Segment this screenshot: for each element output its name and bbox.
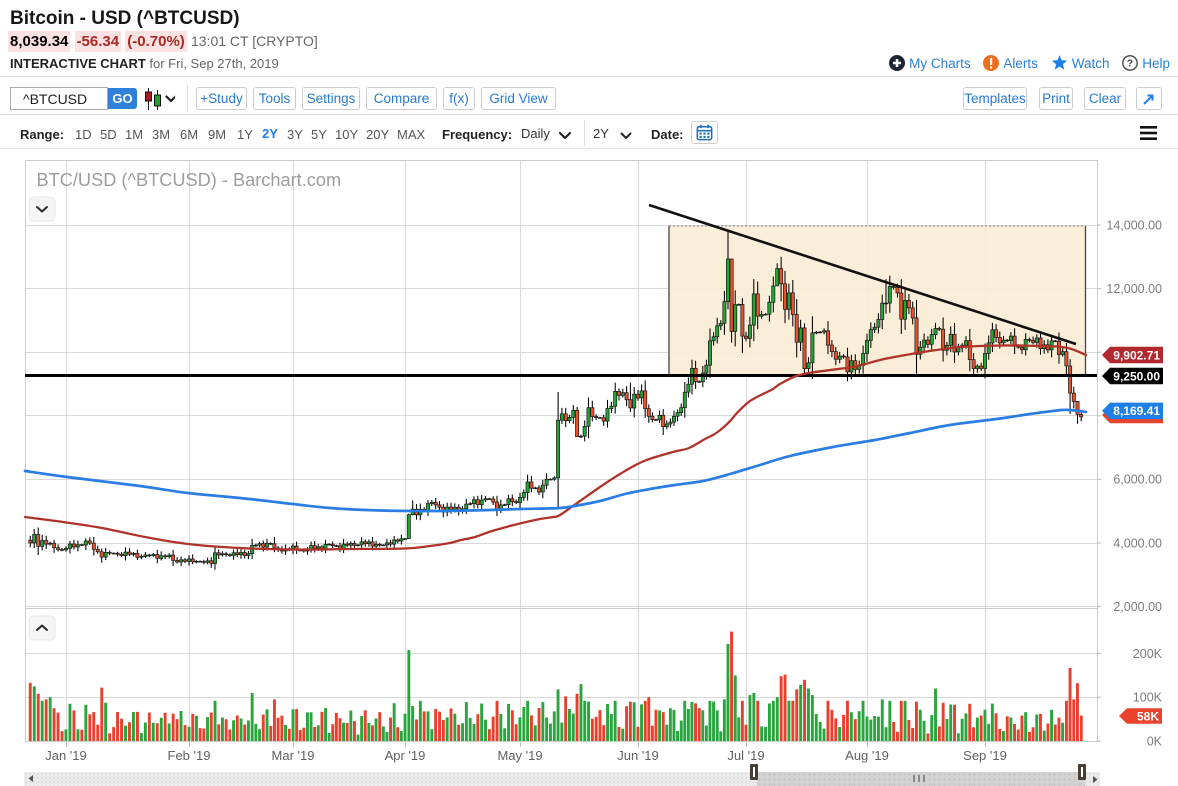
svg-text:14,000.00: 14,000.00 — [1106, 218, 1162, 232]
svg-text:?: ? — [1127, 58, 1133, 70]
svg-text:58K: 58K — [1137, 709, 1159, 723]
svg-text:Feb '19: Feb '19 — [168, 748, 211, 763]
svg-text:Jul '19: Jul '19 — [727, 748, 764, 763]
svg-text:BTC/USD (^BTCUSD) - Barchart.c: BTC/USD (^BTCUSD) - Barchart.com — [37, 170, 342, 190]
svg-text:100K: 100K — [1133, 691, 1163, 705]
svg-text:200K: 200K — [1133, 647, 1163, 661]
svg-text:Aug '19: Aug '19 — [845, 748, 889, 763]
svg-text:0K: 0K — [1147, 734, 1163, 748]
svg-text:6,000.00: 6,000.00 — [1113, 473, 1162, 487]
svg-text:May '19: May '19 — [497, 748, 542, 763]
svg-text:Sep '19: Sep '19 — [963, 748, 1007, 763]
svg-text:Jun '19: Jun '19 — [617, 748, 659, 763]
svg-text:8,169.41: 8,169.41 — [1113, 404, 1160, 418]
svg-text:Mar '19: Mar '19 — [272, 748, 315, 763]
svg-text:4,000.00: 4,000.00 — [1113, 536, 1162, 550]
svg-text:9,902.71: 9,902.71 — [1113, 348, 1160, 362]
svg-text:2,000.00: 2,000.00 — [1113, 600, 1162, 614]
svg-text:12,000.00: 12,000.00 — [1106, 282, 1162, 296]
svg-text:Apr '19: Apr '19 — [385, 748, 426, 763]
svg-text:Jan '19: Jan '19 — [45, 748, 87, 763]
svg-text:9,250.00: 9,250.00 — [1113, 369, 1160, 383]
